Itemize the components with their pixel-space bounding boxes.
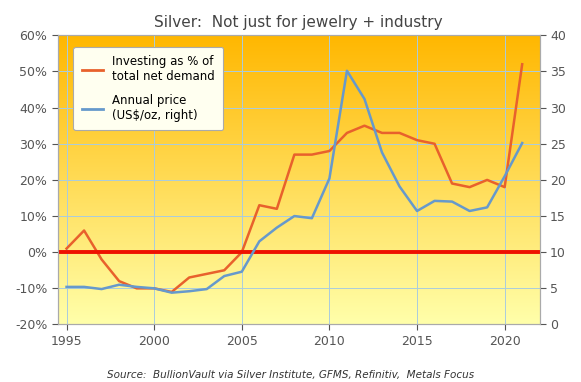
Title: Silver:  Not just for jewelry + industry: Silver: Not just for jewelry + industry <box>155 15 443 30</box>
Text: Source:  BullionVault via Silver Institute, GFMS, Refinitiv,  Metals Focus: Source: BullionVault via Silver Institut… <box>107 370 474 380</box>
Legend: Investing as % of
total net demand, Annual price
(US$/oz, right): Investing as % of total net demand, Annu… <box>73 47 223 130</box>
